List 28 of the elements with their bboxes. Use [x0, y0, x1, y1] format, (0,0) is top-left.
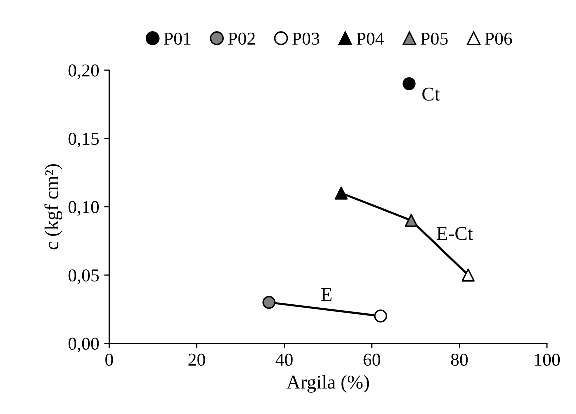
x-tick-label: 100	[535, 354, 560, 366]
y-tick-label: 0,05	[68, 270, 100, 284]
x-tick-label: 60	[364, 354, 380, 366]
point	[402, 78, 416, 91]
annotation: E	[321, 288, 332, 302]
point	[374, 310, 388, 323]
y-tick-label: 0,15	[68, 132, 100, 148]
point	[334, 186, 348, 200]
y-axis-title: c (kgf cm²)	[44, 164, 63, 250]
x-tick-label: 20	[188, 354, 206, 366]
x-tick-label: 0	[106, 354, 114, 366]
y-tick-label: 0,20	[68, 64, 100, 80]
legend-label: P06	[485, 32, 512, 45]
point	[262, 296, 276, 310]
legend-label: P02	[228, 32, 255, 45]
point	[462, 268, 475, 282]
y-tick-label: 0,10	[68, 201, 100, 216]
point	[404, 214, 418, 228]
legend-label: P05	[421, 32, 448, 45]
legend-label: P01	[164, 32, 191, 45]
legend-label: P03	[292, 32, 320, 45]
legend-label: P04	[356, 32, 384, 45]
x-axis-title: Argila (%)	[286, 375, 370, 393]
annotation: E-Ct	[437, 227, 474, 240]
annotation: Ct	[422, 88, 440, 101]
x-tick-label: 80	[451, 354, 468, 366]
y-tick-label: 0,00	[68, 338, 100, 353]
x-tick-label: 40	[276, 354, 293, 366]
